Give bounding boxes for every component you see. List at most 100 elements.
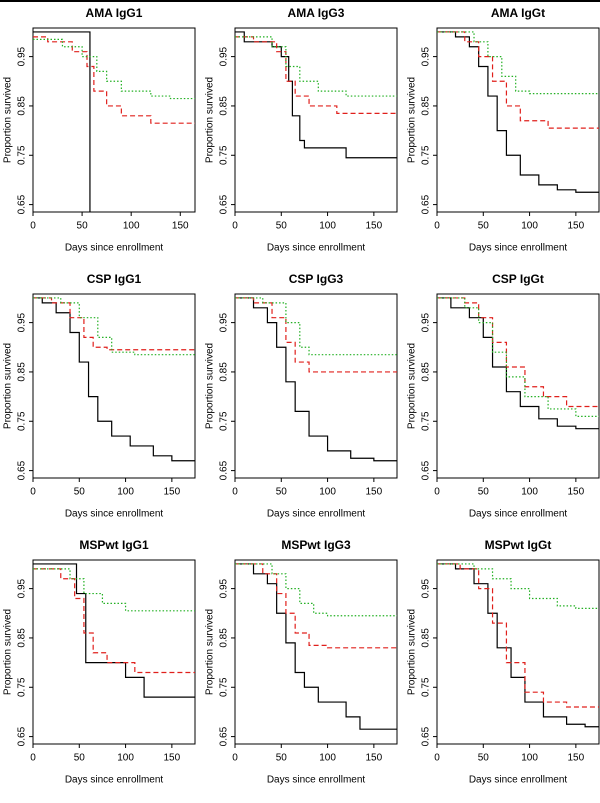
x-tick-label: 50 bbox=[276, 487, 288, 498]
y-tick-label: 0.65 bbox=[219, 460, 230, 480]
survival-curve bbox=[33, 36, 195, 124]
survival-curve bbox=[437, 563, 599, 708]
panel: AMA IgG3 0 50 100 150 0.65 0.75 0.85 0.95 Days si… bbox=[205, 6, 398, 254]
panel: AMA IgGt 0 50 100 150 0.65 0.75 0.85 0.95 Days si… bbox=[407, 6, 600, 254]
survival-curve bbox=[235, 297, 397, 462]
y-tick-label: 0.85 bbox=[17, 362, 28, 382]
y-tick-label: 0.85 bbox=[421, 362, 432, 382]
y-axis-label: Proportion survived bbox=[205, 609, 216, 695]
plot-frame bbox=[234, 559, 398, 745]
x-tick-label: 50 bbox=[478, 487, 490, 498]
x-tick-label: 150 bbox=[172, 221, 189, 232]
x-tick-label: 50 bbox=[478, 753, 490, 764]
survival-curve bbox=[437, 31, 599, 193]
y-axis-label: Proportion survived bbox=[407, 609, 418, 695]
x-axis-label: Days since enrollment bbox=[65, 775, 164, 786]
survival-curve bbox=[437, 31, 599, 95]
y-tick-label: 0.95 bbox=[17, 312, 28, 332]
panel-title: AMA IgG1 bbox=[86, 6, 143, 20]
survival-curve bbox=[235, 297, 397, 356]
survival-curve bbox=[235, 297, 397, 373]
survival-curve bbox=[437, 297, 599, 408]
x-tick-label: 50 bbox=[77, 221, 89, 232]
y-tick-label: 0.95 bbox=[219, 312, 230, 332]
y-tick-label: 0.85 bbox=[219, 628, 230, 648]
survival-curve bbox=[33, 568, 195, 674]
panel-title: AMA IgGt bbox=[491, 6, 545, 20]
survival-curve bbox=[437, 563, 599, 609]
survival-curve bbox=[235, 563, 397, 617]
y-tick-label: 0.75 bbox=[17, 145, 28, 165]
y-tick-label: 0.75 bbox=[17, 411, 28, 431]
y-axis-label: Proportion survived bbox=[3, 77, 14, 163]
panel: CSP IgG3 0 50 100 150 0.65 0.75 0.85 0.95 Days si… bbox=[205, 272, 398, 520]
y-tick-label: 0.75 bbox=[219, 677, 230, 697]
y-tick-label: 0.85 bbox=[17, 96, 28, 116]
y-axis-label: Proportion survived bbox=[205, 343, 216, 429]
survival-curve bbox=[235, 563, 397, 730]
y-tick-label: 0.65 bbox=[17, 460, 28, 480]
x-axis-label: Days since enrollment bbox=[65, 243, 164, 254]
plot-frame bbox=[234, 27, 398, 213]
x-tick-label: 100 bbox=[521, 487, 538, 498]
survival-curve bbox=[437, 297, 599, 430]
x-axis-label: Days since enrollment bbox=[267, 243, 366, 254]
x-axis-label: Days since enrollment bbox=[267, 775, 366, 786]
x-tick-label: 100 bbox=[123, 221, 140, 232]
y-tick-label: 0.75 bbox=[421, 677, 432, 697]
survival-curve bbox=[235, 563, 397, 649]
x-axis-label: Days since enrollment bbox=[469, 243, 568, 254]
x-tick-label: 100 bbox=[319, 221, 336, 232]
x-tick-label: 100 bbox=[319, 753, 336, 764]
x-tick-label: 150 bbox=[568, 753, 585, 764]
y-tick-label: 0.85 bbox=[17, 628, 28, 648]
survival-curve bbox=[235, 36, 397, 114]
plot-frame bbox=[436, 559, 600, 745]
panel: AMA IgG1 0 50 100 150 0.65 0.75 0.85 0.95 Days si… bbox=[3, 6, 196, 254]
x-tick-label: 150 bbox=[164, 487, 181, 498]
plot-frame bbox=[436, 293, 600, 479]
plot-frame bbox=[32, 559, 196, 745]
x-axis-label: Days since enrollment bbox=[469, 509, 568, 520]
x-axis-label: Days since enrollment bbox=[65, 509, 164, 520]
panel: MSPwt IgGt 0 50 100 150 0.65 0.75 0.85 0.95 Days … bbox=[407, 538, 600, 786]
y-tick-label: 0.85 bbox=[219, 96, 230, 116]
y-tick-label: 0.65 bbox=[421, 460, 432, 480]
survival-curve bbox=[33, 31, 91, 212]
plot-frame bbox=[436, 27, 600, 213]
y-tick-label: 0.75 bbox=[17, 677, 28, 697]
y-axis-label: Proportion survived bbox=[205, 77, 216, 163]
survival-curve bbox=[33, 297, 195, 356]
panel-title: MSPwt IgGt bbox=[485, 538, 552, 552]
x-tick-label: 0 bbox=[232, 221, 238, 232]
y-tick-label: 0.95 bbox=[421, 312, 432, 332]
x-tick-label: 100 bbox=[117, 753, 134, 764]
x-tick-label: 100 bbox=[521, 753, 538, 764]
panel-title: CSP IgG1 bbox=[87, 272, 142, 286]
x-tick-label: 0 bbox=[434, 221, 440, 232]
x-tick-label: 0 bbox=[232, 753, 238, 764]
panel-title: CSP IgG3 bbox=[289, 272, 344, 286]
x-tick-label: 50 bbox=[276, 221, 288, 232]
x-tick-label: 0 bbox=[434, 487, 440, 498]
y-tick-label: 0.95 bbox=[421, 578, 432, 598]
panel-title: AMA IgG3 bbox=[288, 6, 345, 20]
y-tick-label: 0.75 bbox=[421, 145, 432, 165]
x-axis-label: Days since enrollment bbox=[267, 509, 366, 520]
x-tick-label: 50 bbox=[74, 487, 86, 498]
y-tick-label: 0.85 bbox=[219, 362, 230, 382]
y-axis-label: Proportion survived bbox=[3, 609, 14, 695]
x-tick-label: 0 bbox=[232, 487, 238, 498]
panel: MSPwt IgG1 0 50 100 150 0.65 0.75 0.85 0.95 Days … bbox=[3, 538, 196, 786]
y-tick-label: 0.95 bbox=[17, 46, 28, 66]
x-tick-label: 150 bbox=[366, 221, 383, 232]
x-tick-label: 150 bbox=[568, 487, 585, 498]
plot-frame bbox=[32, 293, 196, 479]
y-axis-label: Proportion survived bbox=[407, 77, 418, 163]
y-tick-label: 0.95 bbox=[17, 578, 28, 598]
panel: CSP IgG1 0 50 100 150 0.65 0.75 0.85 0.95 Days si… bbox=[3, 272, 196, 520]
y-tick-label: 0.95 bbox=[219, 578, 230, 598]
y-tick-label: 0.65 bbox=[17, 726, 28, 746]
